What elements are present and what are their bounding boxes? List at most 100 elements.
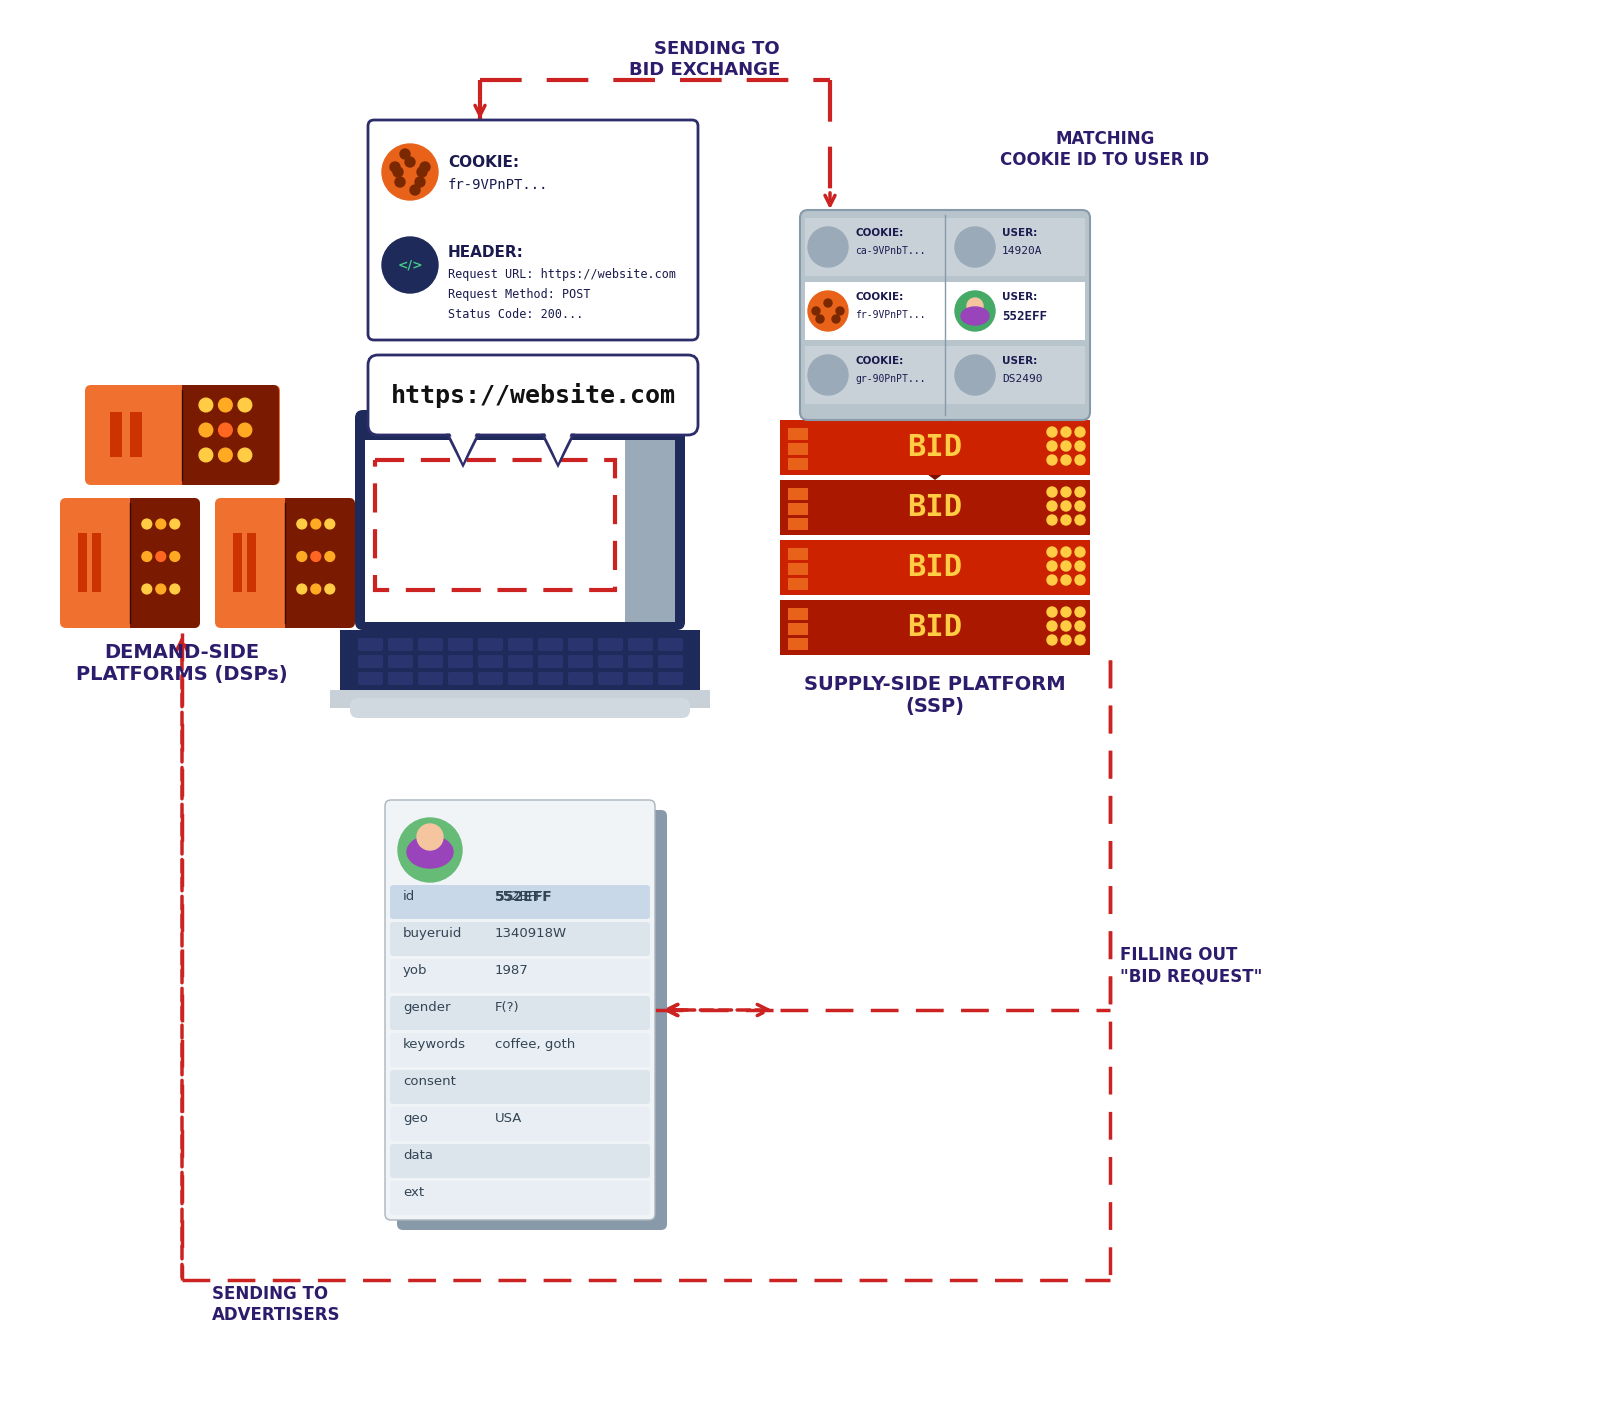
Circle shape xyxy=(816,315,824,323)
FancyBboxPatch shape xyxy=(418,638,443,651)
FancyBboxPatch shape xyxy=(658,672,683,685)
Bar xyxy=(130,412,141,458)
Circle shape xyxy=(1075,561,1085,571)
Circle shape xyxy=(170,551,179,561)
FancyBboxPatch shape xyxy=(509,655,533,668)
FancyBboxPatch shape xyxy=(390,1144,650,1178)
Circle shape xyxy=(1061,621,1070,631)
Text: 552EFF: 552EFF xyxy=(494,890,544,902)
Bar xyxy=(93,533,101,591)
Circle shape xyxy=(1046,576,1058,585)
Circle shape xyxy=(808,291,848,331)
Circle shape xyxy=(198,448,213,462)
Text: SENDING TO
ADVERTISERS: SENDING TO ADVERTISERS xyxy=(211,1285,341,1324)
FancyBboxPatch shape xyxy=(478,638,502,651)
Bar xyxy=(374,460,614,590)
Circle shape xyxy=(298,584,307,594)
Bar xyxy=(365,441,675,622)
Circle shape xyxy=(325,584,334,594)
Circle shape xyxy=(382,144,438,200)
FancyBboxPatch shape xyxy=(538,655,563,668)
FancyBboxPatch shape xyxy=(390,922,650,956)
Circle shape xyxy=(1075,441,1085,450)
Text: gr-90PnPT...: gr-90PnPT... xyxy=(854,374,925,384)
Circle shape xyxy=(142,519,152,529)
Circle shape xyxy=(394,168,403,178)
Circle shape xyxy=(1075,576,1085,585)
Bar xyxy=(787,519,808,530)
FancyBboxPatch shape xyxy=(85,385,280,485)
Circle shape xyxy=(808,355,848,395)
FancyBboxPatch shape xyxy=(538,638,563,651)
FancyBboxPatch shape xyxy=(387,672,413,685)
Text: Request URL: https://website.com: Request URL: https://website.com xyxy=(448,269,675,281)
FancyBboxPatch shape xyxy=(386,800,654,1221)
Circle shape xyxy=(1046,547,1058,557)
Bar xyxy=(787,428,808,441)
FancyBboxPatch shape xyxy=(390,1181,650,1215)
Circle shape xyxy=(1075,547,1085,557)
Circle shape xyxy=(219,398,232,412)
Text: COOKIE:: COOKIE: xyxy=(854,227,904,237)
Bar xyxy=(182,385,190,485)
Text: keywords: keywords xyxy=(403,1037,466,1052)
Text: SUPPLY-SIDE PLATFORM
(SSP): SUPPLY-SIDE PLATFORM (SSP) xyxy=(805,675,1066,716)
Text: 1340918W: 1340918W xyxy=(494,926,566,941)
Circle shape xyxy=(1061,514,1070,524)
FancyBboxPatch shape xyxy=(478,672,502,685)
FancyBboxPatch shape xyxy=(509,672,533,685)
Polygon shape xyxy=(781,421,1090,480)
Bar xyxy=(787,578,808,590)
Text: gender: gender xyxy=(403,1000,451,1015)
Circle shape xyxy=(1061,426,1070,438)
Bar xyxy=(787,458,808,470)
Circle shape xyxy=(219,448,232,462)
FancyBboxPatch shape xyxy=(598,655,622,668)
FancyBboxPatch shape xyxy=(418,655,443,668)
Circle shape xyxy=(1046,502,1058,512)
FancyBboxPatch shape xyxy=(598,672,622,685)
Circle shape xyxy=(1046,441,1058,450)
FancyBboxPatch shape xyxy=(358,672,382,685)
Circle shape xyxy=(1075,514,1085,524)
Circle shape xyxy=(238,448,251,462)
Text: F(?): F(?) xyxy=(494,1000,520,1015)
FancyBboxPatch shape xyxy=(448,638,474,651)
Circle shape xyxy=(808,227,848,267)
Circle shape xyxy=(1061,635,1070,645)
Circle shape xyxy=(1046,607,1058,617)
Circle shape xyxy=(298,519,307,529)
FancyBboxPatch shape xyxy=(390,1033,650,1067)
Circle shape xyxy=(1061,607,1070,617)
FancyBboxPatch shape xyxy=(627,672,653,685)
Circle shape xyxy=(1046,514,1058,524)
FancyBboxPatch shape xyxy=(368,355,698,435)
FancyBboxPatch shape xyxy=(598,638,622,651)
Text: 552EFF: 552EFF xyxy=(494,890,552,904)
Polygon shape xyxy=(448,435,478,465)
Text: 552EFF: 552EFF xyxy=(1002,310,1046,323)
Bar xyxy=(805,217,1085,276)
Circle shape xyxy=(325,551,334,561)
Circle shape xyxy=(238,423,251,436)
Circle shape xyxy=(1061,441,1070,450)
Circle shape xyxy=(198,398,213,412)
FancyBboxPatch shape xyxy=(387,638,413,651)
Bar xyxy=(285,497,293,628)
FancyBboxPatch shape xyxy=(448,672,474,685)
Circle shape xyxy=(1046,455,1058,465)
Text: FILLING OUT
"BID REQUEST": FILLING OUT "BID REQUEST" xyxy=(1120,946,1262,985)
FancyBboxPatch shape xyxy=(61,497,200,628)
Text: COOKIE:: COOKIE: xyxy=(854,291,904,303)
Circle shape xyxy=(400,149,410,159)
FancyBboxPatch shape xyxy=(627,638,653,651)
Text: SENDING TO
BID EXCHANGE: SENDING TO BID EXCHANGE xyxy=(629,40,781,78)
Circle shape xyxy=(1075,635,1085,645)
Circle shape xyxy=(414,178,426,188)
Text: COOKIE:: COOKIE: xyxy=(854,357,904,367)
Circle shape xyxy=(390,162,400,172)
Circle shape xyxy=(832,315,840,323)
Circle shape xyxy=(198,423,213,436)
Circle shape xyxy=(382,237,438,293)
Bar xyxy=(365,418,675,441)
